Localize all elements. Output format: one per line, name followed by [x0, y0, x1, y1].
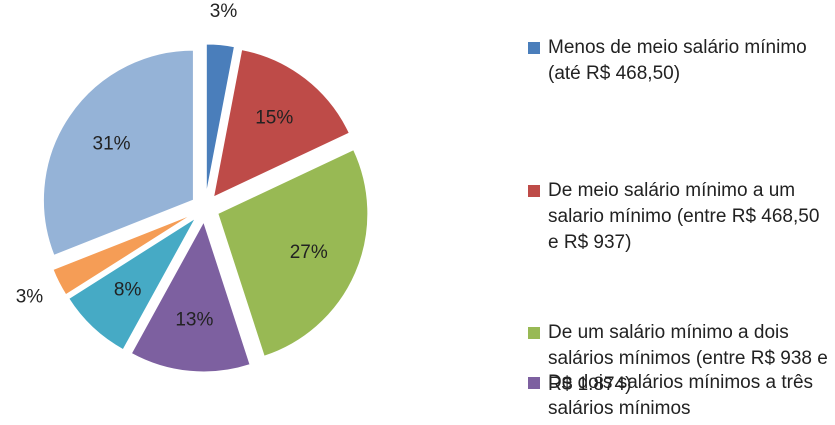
pie-slice	[212, 49, 350, 198]
data-label: 31%	[93, 134, 131, 155]
data-label: 3%	[16, 286, 44, 307]
legend-swatch	[528, 42, 540, 54]
legend-swatch	[528, 327, 540, 339]
pie-slice	[42, 49, 194, 256]
data-label: 8%	[114, 279, 142, 300]
data-label: 15%	[255, 108, 293, 129]
data-label: 3%	[210, 1, 238, 22]
legend-item: De meio salário mínimo a um salario míni…	[528, 178, 828, 256]
pie-slice	[68, 217, 196, 351]
data-label: 13%	[175, 310, 213, 331]
pie-slice	[52, 213, 193, 296]
pie-slice	[205, 43, 236, 195]
legend-item: De um salário mínimo a dois salários mín…	[528, 320, 828, 398]
pie-slice	[130, 220, 251, 373]
legend-item: De dois salários mínimos a três salários…	[528, 370, 828, 422]
legend-swatch	[528, 377, 540, 389]
legend-label: De um salário mínimo a dois salários mín…	[548, 322, 828, 395]
legend-label: De meio salário mínimo a um salario míni…	[548, 180, 820, 253]
legend-label: De dois salários mínimos a três salários…	[548, 372, 814, 419]
legend-label: Menos de meio salário mínimo (até R$ 468…	[548, 37, 807, 84]
pie-slice	[217, 149, 369, 357]
legend-swatch	[528, 185, 540, 197]
legend-item: Menos de meio salário mínimo (até R$ 468…	[528, 35, 828, 87]
data-label: 27%	[290, 242, 328, 263]
